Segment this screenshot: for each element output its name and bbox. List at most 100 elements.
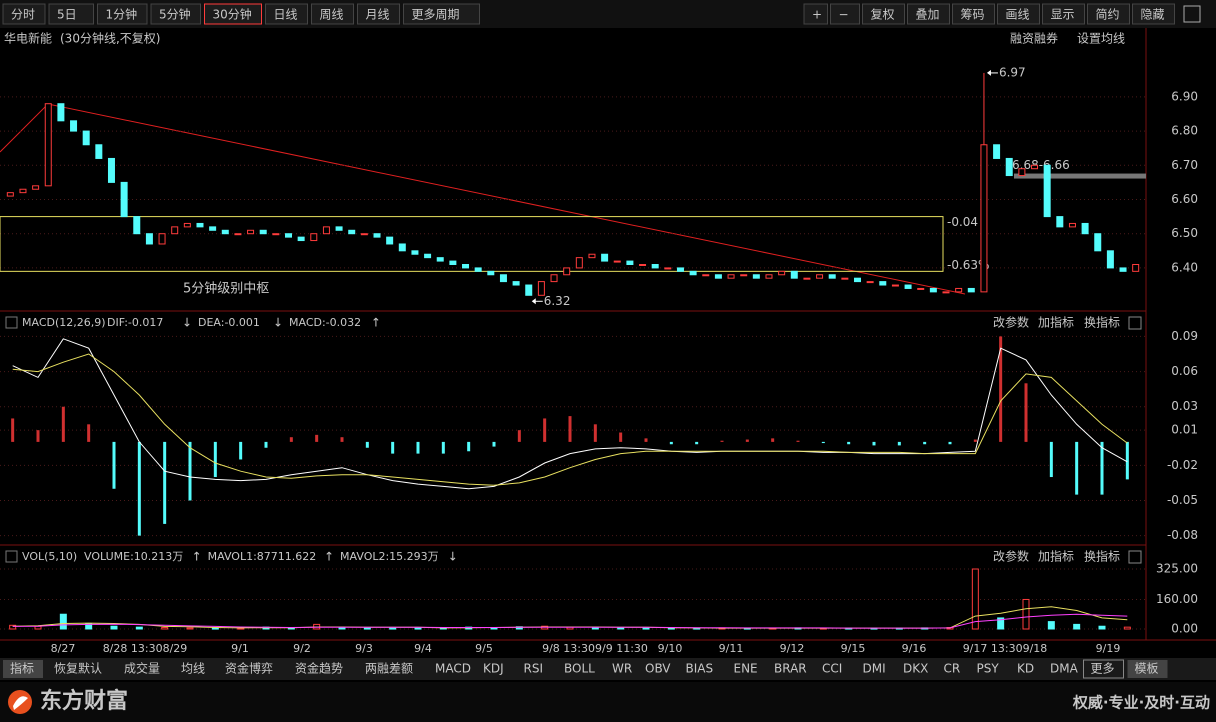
macd-bar: [923, 441, 927, 445]
tab-label[interactable]: 均线: [181, 662, 205, 676]
zone-box: [0, 216, 944, 272]
volume-bar: [211, 627, 219, 630]
toolbar-label[interactable]: 30分钟: [213, 7, 252, 22]
tab-label[interactable]: ENE: [734, 662, 758, 676]
toolbar-button[interactable]: [997, 3, 1040, 25]
title-action[interactable]: 融资融券: [1010, 31, 1058, 46]
macd-bar: [1049, 441, 1053, 478]
tab-bg[interactable]: [3, 660, 43, 678]
toolbar-label[interactable]: 分时: [11, 8, 35, 22]
title-action[interactable]: 设置均线: [1077, 32, 1125, 46]
tab-bg[interactable]: [1127, 660, 1168, 678]
toolbar-label[interactable]: 画线: [1006, 8, 1030, 22]
tab-label[interactable]: KDJ: [483, 662, 504, 676]
toolbar-button[interactable]: [862, 3, 905, 25]
toolbar-button[interactable]: [97, 3, 148, 25]
toolbar-label[interactable]: +: [812, 8, 822, 22]
tab-box[interactable]: [1083, 659, 1124, 679]
toolbar-button[interactable]: [150, 3, 201, 25]
toolbar-button[interactable]: [907, 3, 950, 25]
toolbar-button[interactable]: [2, 3, 46, 25]
volume-bar: [186, 627, 194, 630]
tab-label[interactable]: WR: [612, 662, 632, 676]
tab-label[interactable]: 两融差额: [365, 662, 413, 676]
panel-close[interactable]: [1128, 550, 1142, 564]
toolbar-label[interactable]: −: [839, 8, 849, 22]
tab-label[interactable]: MACD: [435, 662, 471, 676]
tab-label[interactable]: BOLL: [564, 662, 595, 676]
tab-label[interactable]: DMA: [1050, 662, 1079, 676]
candle: [32, 185, 40, 190]
tab-label[interactable]: BIAS: [686, 662, 714, 676]
x-tick-label: 8/27: [51, 642, 76, 655]
tab-label[interactable]: 成交量: [124, 661, 160, 676]
toolbar-label[interactable]: 隐藏: [1141, 8, 1165, 22]
tab-label[interactable]: RSI: [524, 662, 544, 676]
toolbar-label[interactable]: 复权: [871, 8, 895, 22]
tab-label[interactable]: 模板: [1135, 662, 1159, 676]
x-tick-label: 9/12: [780, 642, 805, 655]
panel-close[interactable]: [1128, 316, 1142, 330]
panel-button[interactable]: 换指标: [1084, 549, 1120, 564]
x-tick-label: 9/5: [475, 642, 493, 655]
candle: [942, 291, 950, 294]
tab-label[interactable]: CCI: [822, 662, 842, 676]
toolbar-button[interactable]: [403, 3, 480, 25]
tab-label[interactable]: CR: [944, 662, 961, 676]
panel-button[interactable]: 换指标: [1084, 315, 1120, 330]
toolbar-button[interactable]: [1132, 3, 1175, 25]
tab-label[interactable]: DKX: [903, 662, 928, 676]
tab-label[interactable]: 资金趋势: [295, 661, 343, 676]
tab-label[interactable]: 更多: [1091, 662, 1115, 676]
toolbar-button[interactable]: [803, 3, 828, 25]
tab-label[interactable]: 资金博弈: [225, 661, 273, 676]
macd-bar: [137, 441, 141, 536]
volume-bar: [59, 613, 67, 630]
toolbar-button[interactable]: [357, 3, 400, 25]
toolbar-label[interactable]: 简约: [1096, 7, 1120, 22]
toolbar-button[interactable]: [311, 3, 354, 25]
toolbar-button[interactable]: [830, 3, 860, 25]
macd-bar: [264, 441, 268, 448]
panel-button[interactable]: 加指标: [1038, 549, 1074, 564]
toolbar-label[interactable]: 5日: [57, 8, 77, 22]
toolbar-button[interactable]: [265, 3, 308, 25]
candle: [234, 233, 242, 236]
panel-button[interactable]: 加指标: [1038, 315, 1074, 330]
toolbar-label[interactable]: 5分钟: [159, 7, 191, 22]
toolbar-button[interactable]: [48, 3, 94, 25]
macd-bar: [568, 416, 572, 442]
toolbar-label[interactable]: 叠加: [916, 8, 940, 22]
tab-label[interactable]: PSY: [977, 662, 1000, 676]
toolbar-button[interactable]: [952, 3, 995, 25]
toolbar-label[interactable]: 显示: [1051, 8, 1075, 22]
toolbar-label[interactable]: 月线: [366, 8, 390, 22]
toolbar-button[interactable]: [1042, 3, 1085, 25]
toolbar-label[interactable]: 更多周期: [412, 8, 460, 22]
tab-label[interactable]: 指标: [10, 661, 34, 676]
toolbar-label[interactable]: 日线: [274, 8, 298, 22]
y-tick-label: 6.80: [1171, 124, 1198, 138]
tab-label[interactable]: BRAR: [774, 662, 807, 676]
candle: [525, 284, 533, 296]
macd-bar: [517, 430, 521, 442]
tab-label[interactable]: 恢复默认: [54, 661, 102, 676]
toolbar-label[interactable]: 筹码: [961, 8, 985, 22]
x-tick-label: 9/4: [414, 642, 432, 655]
x-tick-label: 9/17 13:309/18: [963, 642, 1048, 655]
candle: [1005, 157, 1013, 177]
candle: [1119, 267, 1127, 272]
toolbar-label[interactable]: 周线: [320, 8, 344, 22]
low-label: 6.32: [544, 294, 571, 308]
panel-button[interactable]: 改参数: [993, 549, 1029, 564]
tab-label[interactable]: KD: [1017, 662, 1034, 676]
window-icon[interactable]: [1183, 5, 1201, 23]
toolbar-button[interactable]: [204, 3, 262, 25]
panel-button[interactable]: 改参数: [993, 315, 1029, 330]
toolbar-label[interactable]: 1分钟: [106, 7, 138, 22]
candle: [841, 277, 849, 280]
tab-label[interactable]: OBV: [645, 662, 671, 676]
tab-label[interactable]: DMI: [863, 662, 886, 676]
toolbar-button[interactable]: [1087, 3, 1130, 25]
